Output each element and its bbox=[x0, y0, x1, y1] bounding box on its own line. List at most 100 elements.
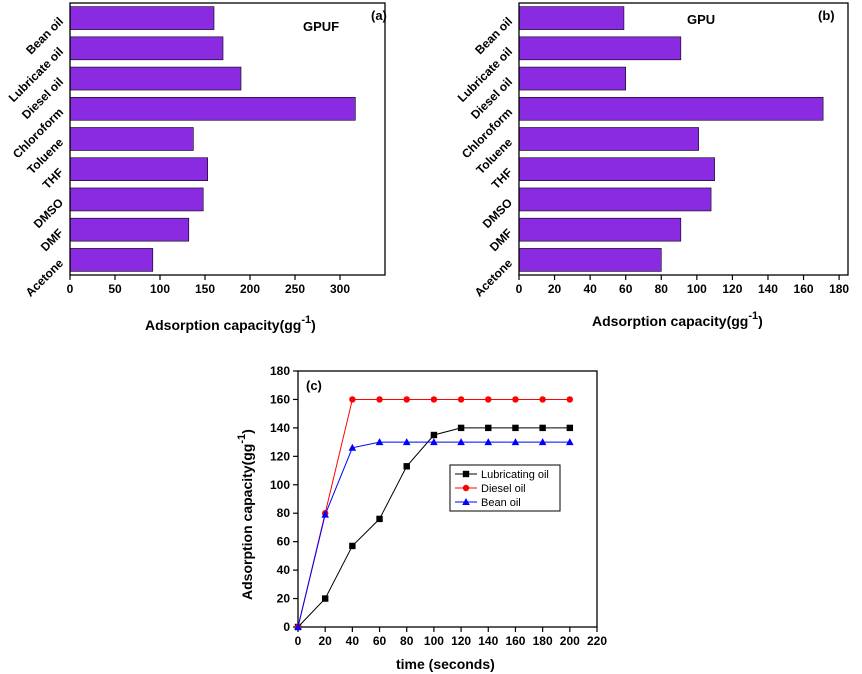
panel-a-bar-1 bbox=[69, 36, 224, 61]
panel-a-bar-8 bbox=[69, 248, 154, 272]
panel-c-axes-frame bbox=[297, 370, 598, 628]
panel-a-bar-5 bbox=[69, 157, 208, 182]
panel-c-xtick-label-0: 0 bbox=[295, 634, 302, 648]
panel-b-category-label-7: DMF bbox=[487, 226, 515, 254]
panel-c-ytick-label-7: 140 bbox=[270, 421, 290, 435]
panel-c-series-0-point-3 bbox=[376, 515, 383, 523]
panel-a-xlabel: Adsorption capacity(gg-1) bbox=[145, 314, 316, 333]
panel-c-ytick-label-9: 180 bbox=[270, 364, 290, 378]
panel-c-ytick-label-4: 80 bbox=[277, 506, 291, 520]
panel-b-title: GPU bbox=[687, 12, 715, 27]
panel-c-ytick-label-0: 0 bbox=[283, 620, 290, 634]
panel-c-label: (c) bbox=[306, 378, 322, 393]
panel-a-category-label-6: DMSO bbox=[31, 196, 66, 231]
panel-c-series-0-point-4 bbox=[403, 463, 410, 470]
panel-c-xtick-label-10: 200 bbox=[560, 634, 580, 648]
panel-b-category-label-8: Acetone bbox=[472, 256, 516, 300]
panel-c-series-0-point-8 bbox=[512, 424, 519, 432]
panel-c-series-1-point-4 bbox=[403, 396, 410, 403]
panel-a-bar-7 bbox=[69, 217, 190, 242]
panel-a-label: (a) bbox=[371, 8, 387, 23]
panel-c-xtick-label-2: 40 bbox=[346, 634, 360, 648]
panel-c-series-0-point-6 bbox=[457, 424, 465, 432]
panel-c-series-2-point-1 bbox=[321, 510, 329, 518]
panel-c-ytick-label-6: 120 bbox=[270, 449, 290, 463]
panel-c-series-1-point-2 bbox=[349, 396, 356, 403]
panel-c-xtick-label-9: 180 bbox=[533, 634, 553, 648]
panel-c-series-1-point-5 bbox=[430, 396, 438, 403]
panel-c-xtick-label-6: 120 bbox=[451, 634, 471, 648]
panel-c-series-0-point-9 bbox=[539, 424, 546, 432]
panel-b-bar-4 bbox=[518, 127, 699, 151]
panel-b-category-label-5: THF bbox=[489, 165, 515, 191]
panel-a-xtick-label-6: 300 bbox=[330, 282, 350, 296]
panel-b-xtick-label-3: 60 bbox=[619, 282, 633, 296]
panel-c-legend-marker-2 bbox=[462, 498, 470, 505]
panel-c-ytick-label-3: 60 bbox=[277, 535, 291, 549]
panel-c-series-1-point-3 bbox=[376, 396, 383, 403]
panel-b-xlabel: Adsorption capacity(gg-1) bbox=[592, 310, 763, 329]
panel-c-xlabel: time (seconds) bbox=[396, 656, 495, 672]
panel-a-category-label-7: DMF bbox=[38, 226, 66, 254]
panel-c-series-2-point-2 bbox=[348, 443, 357, 451]
panel-c-xtick-label-3: 60 bbox=[373, 634, 387, 648]
panel-b-bar-3 bbox=[518, 96, 824, 121]
panel-c-series-2-point-9 bbox=[538, 438, 547, 446]
panel-c-legend-label-2: Bean oil bbox=[481, 497, 521, 509]
panel-b-bar-2 bbox=[518, 66, 627, 91]
panel-b-bar-5 bbox=[518, 157, 715, 182]
panel-c-series-2-point-10 bbox=[566, 438, 574, 446]
panel-c-series-2-point-7 bbox=[484, 438, 493, 446]
panel-b-xtick-label-1: 20 bbox=[548, 282, 562, 296]
panel-c-series-1-point-10 bbox=[566, 396, 574, 403]
panel-c-series-1-point-6 bbox=[457, 396, 465, 403]
panel-c-xtick-label-11: 220 bbox=[587, 634, 607, 648]
panel-c-xtick-label-1: 20 bbox=[319, 634, 333, 648]
panel-b-xtick-label-0: 0 bbox=[516, 282, 523, 296]
panel-a-axes-frame bbox=[69, 2, 386, 276]
panel-a-xtick-label-0: 0 bbox=[67, 282, 74, 296]
panel-b-xtick-label-9: 180 bbox=[829, 282, 849, 296]
panel-b-bar-7 bbox=[518, 217, 682, 242]
panel-a-category-label-8: Acetone bbox=[23, 256, 67, 300]
panel-a-category-label-5: THF bbox=[40, 165, 66, 191]
panel-b-category-label-6: DMSO bbox=[480, 196, 515, 231]
panel-b-xtick-label-8: 160 bbox=[794, 282, 814, 296]
panel-c-series-0-point-2 bbox=[349, 542, 356, 550]
panel-b-xtick-label-7: 140 bbox=[758, 282, 778, 296]
panel-c-series-0-point-10 bbox=[566, 424, 574, 432]
panel-c-ylabel: Adsorption capacity(gg-1) bbox=[236, 429, 255, 600]
panel-b-axes-frame bbox=[518, 2, 849, 276]
panel-c-xtick-label-7: 140 bbox=[478, 634, 498, 648]
panel-a-bar-3 bbox=[69, 96, 356, 121]
panel-c-series-1-point-9 bbox=[539, 396, 546, 403]
panel-c-legend-label-0: Lubricating oil bbox=[481, 469, 549, 481]
panel-a-bar-6 bbox=[69, 187, 204, 212]
panel-c-series-2-point-6 bbox=[457, 438, 465, 446]
panel-c-xtick-label-5: 100 bbox=[424, 634, 444, 648]
panel-b-bar-8 bbox=[518, 248, 662, 272]
panel-b-label: (b) bbox=[818, 8, 835, 23]
panel-c-series-2-point-3 bbox=[375, 438, 384, 446]
panel-c-legend-marker-1 bbox=[462, 484, 470, 492]
panel-c-xtick-label-4: 80 bbox=[400, 634, 414, 648]
panel-a-bar-2 bbox=[69, 66, 242, 91]
panel-c-series-2-point-8 bbox=[511, 438, 520, 446]
panel-b-bar-0 bbox=[518, 6, 625, 30]
panel-b-bar-1 bbox=[518, 36, 682, 61]
panel-c-ytick-label-5: 100 bbox=[270, 478, 290, 492]
panel-a-bar-4 bbox=[69, 127, 194, 151]
panel-c-series-1-point-8 bbox=[512, 396, 519, 403]
panel-c-series-2-point-0 bbox=[294, 623, 302, 630]
panel-b-xtick-label-5: 100 bbox=[687, 282, 707, 296]
panel-b-xtick-label-4: 80 bbox=[655, 282, 669, 296]
panel-c-series-2-point-5 bbox=[430, 438, 438, 446]
panel-a-xtick-label-1: 50 bbox=[108, 282, 122, 296]
panel-a-xtick-label-3: 150 bbox=[195, 282, 215, 296]
panel-b-xtick-label-6: 120 bbox=[722, 282, 742, 296]
panel-c-series-0-point-7 bbox=[485, 424, 492, 432]
panel-a-xtick-label-4: 200 bbox=[240, 282, 260, 296]
panel-b-xtick-label-2: 40 bbox=[583, 282, 597, 296]
panel-c-series-2-point-4 bbox=[402, 438, 411, 446]
